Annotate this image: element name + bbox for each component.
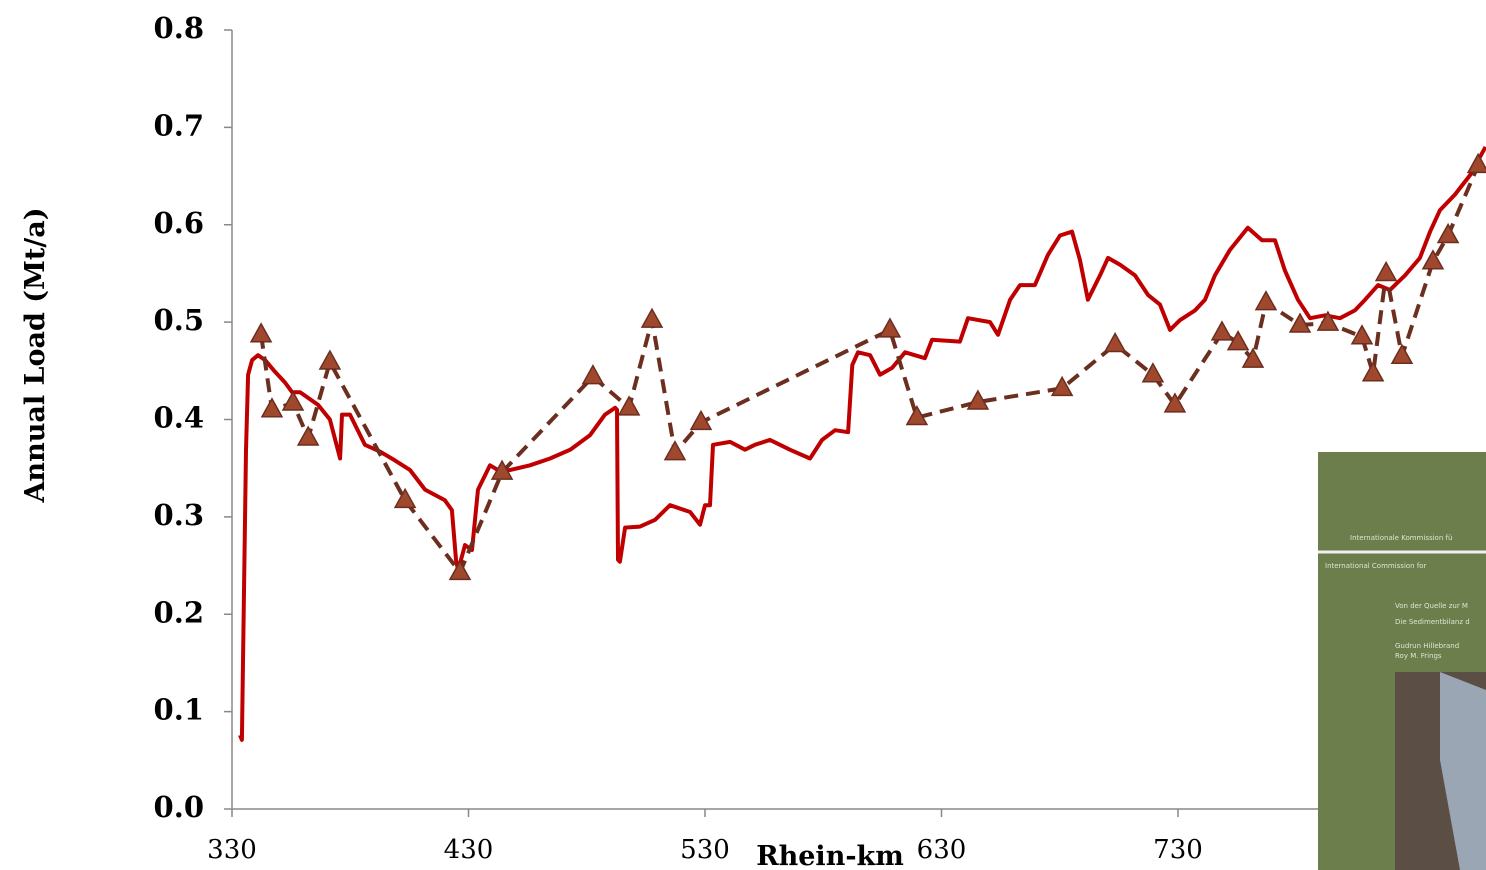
triangle-marker — [1392, 345, 1412, 363]
cover-text: Die Sedimentbilanz d — [1395, 618, 1470, 626]
triangle-marker — [1363, 363, 1383, 381]
cover-text: Von der Quelle zur M — [1395, 602, 1468, 610]
x-tick-label: 530 — [680, 835, 730, 865]
x-axis-title: Rhein-km — [756, 841, 904, 870]
triangle-marker — [320, 351, 340, 369]
y-tick-label: 0.0 — [154, 790, 204, 824]
cover-text: Gudrun Hillebrand — [1395, 642, 1459, 650]
x-tick-label: 630 — [917, 835, 967, 865]
triangle-marker — [395, 489, 415, 507]
x-tick-label: 730 — [1153, 835, 1203, 865]
triangle-marker — [642, 309, 662, 327]
triangle-marker — [1352, 326, 1372, 344]
triangle-marker — [1468, 154, 1486, 172]
triangle-marker — [1256, 292, 1276, 310]
y-tick-label: 0.2 — [154, 595, 204, 629]
triangle-marker — [298, 427, 318, 445]
series-line — [240, 147, 1486, 740]
y-tick-label: 0.4 — [154, 401, 204, 435]
cover-text: Internationale Kommission fü — [1350, 534, 1452, 542]
plot-area: 0.0 0.1 0.2 0.3 0.4 0.5 0.6 0.7 0.8 330 430 530 630 7… — [154, 11, 1486, 865]
triangle-marker — [262, 399, 282, 417]
inset-cover: Internationale Kommission fü Internation… — [1318, 452, 1486, 870]
triangle-marker — [1105, 334, 1125, 352]
y-tick-label: 0.7 — [154, 108, 204, 142]
triangle-marker — [1376, 262, 1396, 280]
triangle-marker — [583, 366, 603, 384]
triangle-marker — [880, 319, 900, 337]
y-tick-label: 0.6 — [154, 206, 204, 240]
cover-text: Roy M. Frings — [1395, 652, 1442, 660]
y-tick-label: 0.8 — [154, 11, 204, 45]
y-tick-label: 0.3 — [154, 498, 204, 532]
triangle-marker — [251, 324, 271, 342]
series-line — [261, 165, 1478, 572]
y-axis-title: Annual Load (Mt/a) — [20, 207, 51, 503]
y-tick-label: 0.1 — [154, 693, 204, 727]
x-tick-label: 430 — [444, 835, 494, 865]
triangle-marker — [1212, 322, 1232, 340]
chart: Annual Load (Mt/a) Rhein-km 0.0 0.1 0.2 0.3… — [0, 0, 1486, 870]
x-tick-label: 330 — [207, 835, 257, 865]
y-tick-label: 0.5 — [154, 303, 204, 337]
triangle-marker — [283, 392, 303, 410]
cover-text: International Commission for — [1325, 562, 1427, 570]
triangle-marker — [619, 397, 639, 415]
triangle-marker — [1143, 364, 1163, 382]
triangle-marker — [665, 442, 685, 460]
triangle-marker — [1438, 224, 1458, 242]
